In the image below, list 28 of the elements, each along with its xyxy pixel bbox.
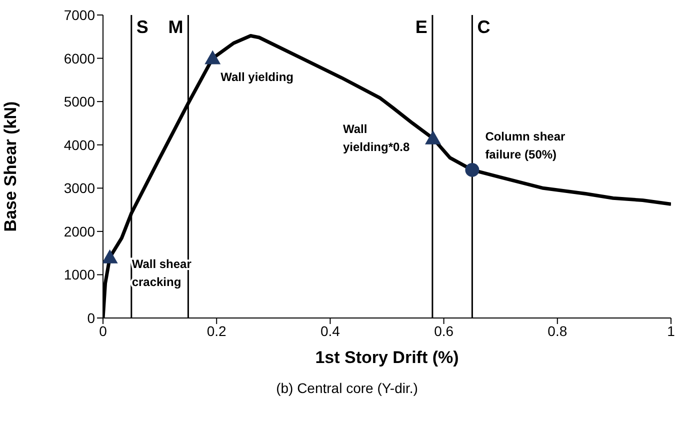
point: [465, 162, 480, 177]
point: [425, 130, 442, 144]
x-tick-label: 0.6: [434, 322, 454, 339]
y-tick-label: 6000: [64, 50, 96, 66]
y-tick-label: 1000: [64, 266, 96, 283]
ref-line-label: E: [415, 16, 428, 37]
ref-line-label: M: [168, 16, 184, 37]
y-tick-label: 3000: [64, 180, 96, 196]
ref-line-label: C: [477, 16, 490, 37]
point: [204, 50, 221, 64]
annotation: Column shear failure (50%): [485, 129, 566, 162]
y-tick-label: 7000: [64, 6, 96, 23]
point: [103, 249, 118, 264]
x-tick-label: 0.8: [548, 322, 568, 339]
y-axis-title: Base Shear (kN): [1, 101, 20, 232]
annotation: Wall yielding*0.8: [343, 122, 410, 154]
text: (b) Central core (Y-dir.): [276, 380, 418, 396]
y-tick-label: 0: [87, 310, 96, 326]
x-tick-label: 0.2: [206, 322, 227, 339]
y-tick-label: 4000: [64, 136, 96, 153]
x-axis-title: 1st Story Drift (%): [315, 348, 459, 367]
y-tick-label: 5000: [64, 94, 96, 110]
x-tick-label: 0.4: [320, 322, 340, 339]
x-tick-label: 1: [667, 322, 676, 339]
x-tick-label: 0: [99, 322, 108, 339]
y-tick-label: 2000: [64, 223, 96, 240]
ref-line-label: S: [136, 16, 148, 37]
annotation: Wall yielding: [220, 70, 294, 84]
